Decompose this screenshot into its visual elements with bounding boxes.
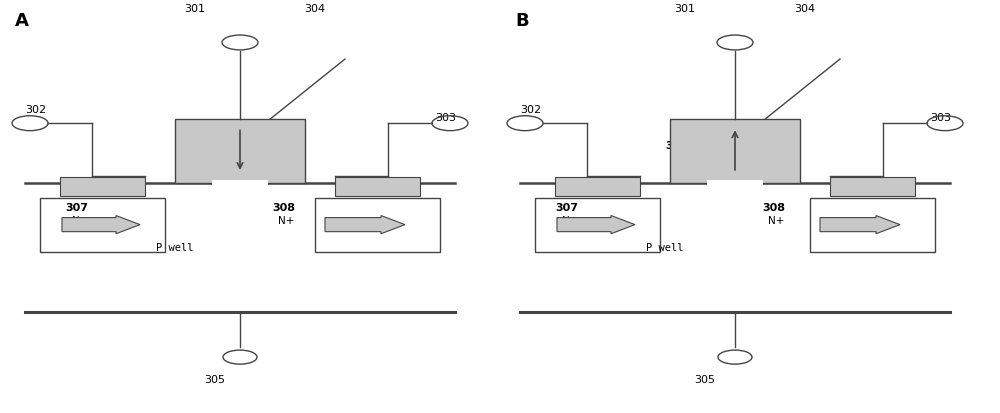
Bar — [810, 198, 935, 252]
Text: N+: N+ — [768, 216, 784, 225]
Text: 308: 308 — [762, 202, 785, 212]
Text: N+: N+ — [72, 216, 88, 225]
FancyArrow shape — [62, 216, 140, 234]
Bar — [707, 181, 763, 186]
Text: 304: 304 — [794, 5, 816, 14]
Bar — [335, 178, 420, 196]
Text: A: A — [15, 12, 29, 30]
Bar — [830, 178, 915, 196]
Bar — [535, 198, 660, 252]
Text: 305: 305 — [694, 374, 716, 384]
Text: 308: 308 — [272, 202, 295, 212]
Text: 301: 301 — [674, 5, 696, 14]
Bar — [315, 198, 440, 252]
Bar — [670, 120, 800, 184]
Bar — [212, 181, 268, 186]
Text: 301: 301 — [184, 5, 206, 14]
Text: B: B — [515, 12, 529, 30]
Text: P well: P well — [156, 243, 194, 253]
Text: 306: 306 — [175, 140, 198, 150]
Text: 307: 307 — [65, 202, 88, 212]
Bar — [40, 198, 165, 252]
FancyArrow shape — [557, 216, 635, 234]
Text: 306: 306 — [665, 140, 688, 150]
Text: 303: 303 — [930, 113, 951, 123]
FancyArrow shape — [325, 216, 405, 234]
Text: 305: 305 — [205, 374, 226, 384]
Text: P well: P well — [646, 243, 684, 253]
Text: N+: N+ — [562, 216, 578, 225]
Bar — [175, 120, 305, 184]
Bar — [555, 178, 640, 196]
Bar — [60, 178, 145, 196]
Text: 307: 307 — [555, 202, 578, 212]
Text: 304: 304 — [304, 5, 326, 14]
Text: 302: 302 — [520, 104, 541, 114]
Text: 303: 303 — [435, 113, 456, 123]
FancyArrow shape — [820, 216, 900, 234]
Text: 302: 302 — [25, 104, 46, 114]
Text: N+: N+ — [278, 216, 294, 225]
